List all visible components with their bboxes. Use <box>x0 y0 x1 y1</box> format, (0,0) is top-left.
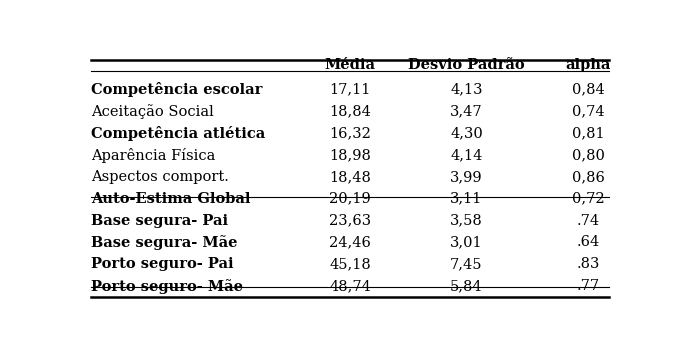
Text: alpha: alpha <box>566 58 611 73</box>
Text: 18,48: 18,48 <box>329 170 371 184</box>
Text: Média: Média <box>324 58 376 73</box>
Text: Competência escolar: Competência escolar <box>91 82 262 97</box>
Text: 4,14: 4,14 <box>450 148 483 162</box>
Text: Aceitação Social: Aceitação Social <box>91 104 213 119</box>
Text: 3,58: 3,58 <box>450 213 483 228</box>
Text: .64: .64 <box>576 235 600 249</box>
Text: Aspectos comport.: Aspectos comport. <box>91 170 229 184</box>
Text: 45,18: 45,18 <box>329 257 371 271</box>
Text: 3,47: 3,47 <box>450 104 483 118</box>
Text: .77: .77 <box>576 279 600 293</box>
Text: Aparência Física: Aparência Física <box>91 147 215 163</box>
Text: Auto-Estima Global: Auto-Estima Global <box>91 192 250 206</box>
Text: 0,72: 0,72 <box>572 192 604 206</box>
Text: 18,98: 18,98 <box>329 148 371 162</box>
Text: 7,45: 7,45 <box>450 257 483 271</box>
Text: 5,84: 5,84 <box>450 279 483 293</box>
Text: Porto seguro- Pai: Porto seguro- Pai <box>91 257 234 271</box>
Text: 0,80: 0,80 <box>572 148 604 162</box>
Text: 18,84: 18,84 <box>329 104 371 118</box>
Text: 3,11: 3,11 <box>450 192 483 206</box>
Text: .83: .83 <box>576 257 600 271</box>
Text: 0,74: 0,74 <box>572 104 604 118</box>
Text: 0,86: 0,86 <box>572 170 604 184</box>
Text: Desvio Padrão: Desvio Padrão <box>408 58 525 73</box>
Text: 3,01: 3,01 <box>450 235 483 249</box>
Text: Porto seguro- Mãe: Porto seguro- Mãe <box>91 279 242 293</box>
Text: 3,99: 3,99 <box>450 170 483 184</box>
Text: Base segura- Pai: Base segura- Pai <box>91 213 228 228</box>
Text: .74: .74 <box>576 213 600 228</box>
Text: 4,13: 4,13 <box>450 82 483 97</box>
Text: 17,11: 17,11 <box>329 82 371 97</box>
Text: 0,84: 0,84 <box>572 82 604 97</box>
Text: 48,74: 48,74 <box>329 279 371 293</box>
Text: 24,46: 24,46 <box>329 235 371 249</box>
Text: 0,81: 0,81 <box>572 126 604 140</box>
Text: 23,63: 23,63 <box>329 213 371 228</box>
Text: 4,30: 4,30 <box>450 126 483 140</box>
Text: Base segura- Mãe: Base segura- Mãe <box>91 235 237 250</box>
Text: Competência atlética: Competência atlética <box>91 126 265 141</box>
Text: 20,19: 20,19 <box>329 192 371 206</box>
Text: 16,32: 16,32 <box>329 126 371 140</box>
